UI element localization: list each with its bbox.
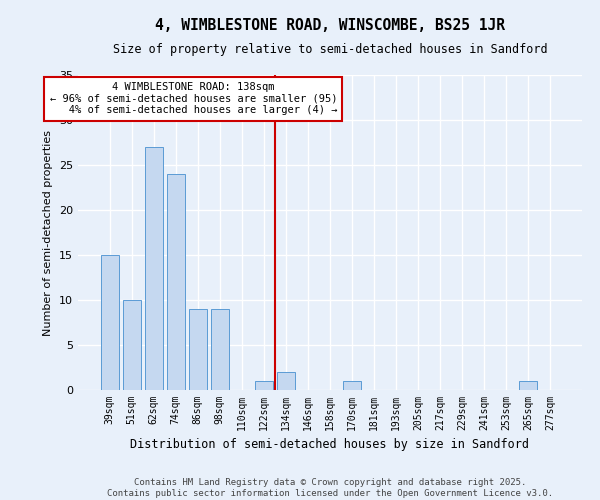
Bar	[101, 255, 119, 390]
Bar	[167, 174, 185, 390]
Bar	[145, 147, 163, 390]
X-axis label: Distribution of semi-detached houses by size in Sandford: Distribution of semi-detached houses by …	[131, 438, 530, 452]
Bar	[343, 381, 361, 390]
Bar	[520, 381, 537, 390]
Bar	[189, 309, 206, 390]
Y-axis label: Number of semi-detached properties: Number of semi-detached properties	[43, 130, 53, 336]
Text: Contains HM Land Registry data © Crown copyright and database right 2025.
Contai: Contains HM Land Registry data © Crown c…	[107, 478, 553, 498]
Bar	[211, 309, 229, 390]
Text: Size of property relative to semi-detached houses in Sandford: Size of property relative to semi-detach…	[113, 42, 547, 56]
Bar	[123, 300, 140, 390]
Text: 4 WIMBLESTONE ROAD: 138sqm
← 96% of semi-detached houses are smaller (95)
   4% : 4 WIMBLESTONE ROAD: 138sqm ← 96% of semi…	[50, 82, 337, 116]
Text: 4, WIMBLESTONE ROAD, WINSCOMBE, BS25 1JR: 4, WIMBLESTONE ROAD, WINSCOMBE, BS25 1JR	[155, 18, 505, 32]
Bar	[277, 372, 295, 390]
Bar	[255, 381, 273, 390]
